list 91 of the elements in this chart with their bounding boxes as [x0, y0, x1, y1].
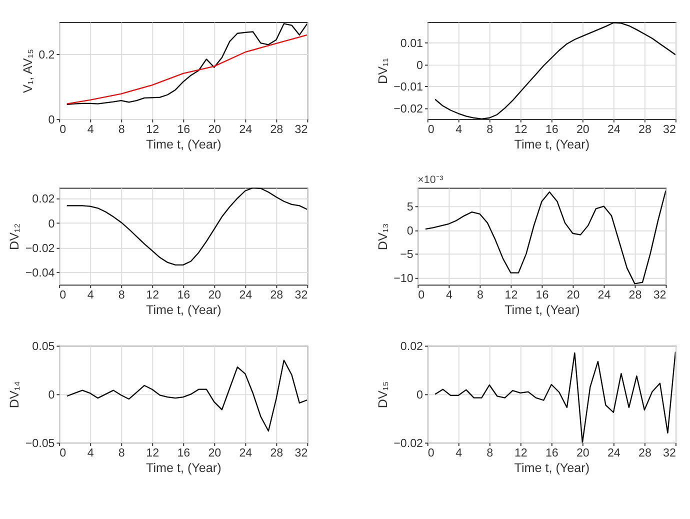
x-axis-title: Time t, (Year): [146, 138, 222, 152]
x-tick-label: 20: [566, 288, 580, 302]
x-tick-label: 8: [118, 288, 125, 302]
x-axis-title: Time t, (Year): [514, 138, 590, 152]
line-series: [424, 190, 666, 284]
x-tick-label: 32: [663, 446, 676, 460]
x-tick-label: 0: [60, 446, 66, 460]
x-tick-label: 12: [504, 288, 518, 302]
y-axis-title: DV₁₅: [376, 381, 390, 408]
x-axis-title: Time t, (Year): [514, 461, 590, 476]
y-tick-label: 0.02: [32, 192, 55, 206]
x-tick-label: 28: [638, 123, 652, 136]
y-tick-label: 0: [416, 388, 424, 402]
x-tick-label: 28: [638, 446, 652, 460]
y-tick-label: −0.04: [25, 266, 56, 280]
x-tick-label: 24: [239, 446, 253, 460]
text: ×10⁻³: [418, 174, 444, 186]
x-tick-label: 8: [486, 446, 494, 460]
y-tick-label: 0.02: [400, 340, 424, 354]
x-tick-label: 32: [294, 288, 308, 302]
x-tick-label: 24: [598, 288, 612, 302]
y-tick-label: 0: [48, 217, 55, 230]
y-tick-label: 5: [406, 200, 414, 214]
x-tick-label: 4: [87, 446, 94, 460]
y-axis-title: DV₁₂: [8, 223, 22, 250]
y-tick-label: −0.02: [25, 242, 55, 256]
x-tick-label: 16: [177, 123, 190, 136]
x-tick-label: 4: [87, 123, 94, 136]
x-tick-label: 32: [663, 123, 676, 136]
x-tick-label: 8: [118, 123, 125, 136]
x-tick-label: 0: [60, 288, 66, 302]
x-tick-label: 12: [514, 123, 528, 136]
x-tick-label: 16: [536, 288, 549, 302]
x-tick-label: 32: [294, 123, 308, 136]
y-tick-label: 0: [48, 388, 55, 402]
line-series: [66, 360, 308, 432]
x-tick-label: 0: [60, 123, 66, 136]
y-axis-title: V₁, AV₁₅: [20, 48, 35, 94]
y-tick-label: 0: [416, 58, 424, 72]
x-tick-label: 12: [514, 446, 528, 460]
y-tick-label: 0: [48, 113, 55, 126]
y-tick-label: 0: [406, 224, 414, 238]
x-tick-label: 24: [239, 288, 253, 302]
x-tick-label: 8: [486, 123, 494, 136]
x-tick-label: 8: [118, 446, 125, 460]
y-axis-title: DV₁₁: [376, 58, 390, 84]
x-tick-label: 28: [628, 288, 642, 302]
x-tick-label: 12: [146, 446, 160, 460]
x-tick-label: 24: [607, 446, 621, 460]
line-series: [434, 22, 676, 119]
line-series: [66, 188, 308, 266]
x-axis-title: Time t, (Year): [146, 303, 222, 318]
x-axis-title: Time t, (Year): [146, 461, 222, 476]
y-axis-title: DV₁₄: [8, 381, 22, 408]
x-tick-label: 20: [208, 446, 222, 460]
y-tick-label: 0.01: [400, 37, 424, 50]
x-tick-label: 28: [270, 446, 284, 460]
y-tick-label: −0.05: [25, 437, 55, 450]
x-tick-label: 24: [239, 123, 253, 136]
x-tick-label: 16: [177, 446, 190, 460]
x-tick-label: 28: [270, 123, 284, 136]
x-tick-label: 32: [653, 288, 666, 302]
x-tick-label: 28: [270, 288, 284, 302]
y-tick-label: −0.02: [394, 102, 424, 116]
x-tick-label: 12: [146, 123, 160, 136]
x-tick-label: 20: [576, 446, 590, 460]
x-tick-label: 24: [607, 123, 621, 136]
x-tick-label: 16: [177, 288, 190, 302]
line-series: [434, 351, 676, 443]
y-tick-label: 0.05: [32, 340, 55, 354]
x-tick-label: 4: [456, 446, 463, 460]
x-tick-label: 20: [208, 123, 222, 136]
x-tick-label: 0: [428, 446, 434, 460]
x-tick-label: 20: [208, 288, 222, 302]
x-tick-label: 20: [576, 123, 590, 136]
y-tick-label: −5: [400, 248, 414, 262]
x-tick-label: 8: [476, 288, 484, 302]
x-tick-label: 4: [456, 123, 463, 136]
x-tick-label: 0: [428, 123, 434, 136]
y-tick-label: −0.02: [394, 437, 424, 450]
x-tick-label: 16: [545, 123, 558, 136]
y-axis-title: DV₁₃: [376, 223, 390, 250]
y-tick-label: 0.2: [38, 48, 55, 62]
x-tick-label: 4: [446, 288, 453, 302]
x-tick-label: 16: [545, 446, 558, 460]
y-tick-label: −10: [394, 272, 414, 285]
y-tick-label: −0.01: [394, 80, 424, 94]
x-axis-title: Time t, (Year): [504, 303, 580, 318]
x-tick-label: 32: [294, 446, 308, 460]
x-tick-label: 12: [146, 288, 160, 302]
x-tick-label: 4: [87, 288, 94, 302]
